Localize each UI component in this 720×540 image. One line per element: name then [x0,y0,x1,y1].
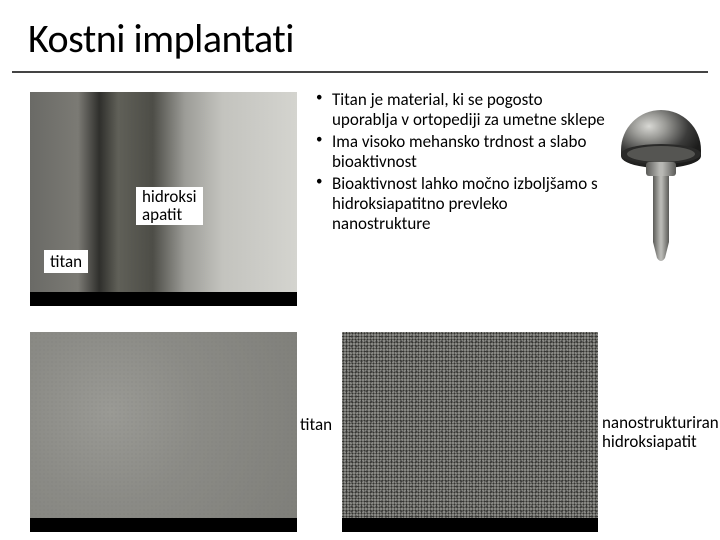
sem-top-label-hidroksiapatit: hidroksi apatit [136,187,203,225]
sem-br-footer: SEI 5.0kV ×10,000 1µm WD 5mm [348,523,592,531]
sem-bl-footer: SEI 5.0kV ×10,000 1µm WD 5mm [36,523,291,531]
sem-image-bottom-left: SEI 5.0kV ×10,000 1µm WD 5mm [30,332,297,532]
sem-footer-left: SEI 5.0kV ×10,000 [36,523,108,531]
bullet-list: Titan je material, ki se pogosto uporabl… [310,90,608,236]
sem-footer-left: SEI 5.0kV ×7,500 [36,297,103,305]
bullet-item: Titan je material, ki se pogosto uporabl… [310,90,608,130]
bullet-item: Bioaktivnost lahko močno izboljšamo s hi… [310,174,608,234]
hip-implant-image [610,98,712,268]
label-titan-between: titan [300,414,332,435]
bullet-item: Ima visoko mehansko trdnost a slabo bioa… [310,132,608,172]
slide: Kostni implantati SEI 5.0kV ×7,500 1µm W… [0,0,720,540]
sem-footer-right: 1µm WD 5mm [249,523,291,531]
label-nanostructured-ha: nanostrukturiran hidroksiapatit [602,414,719,451]
sem-top-label-titan: titan [44,250,88,273]
sem-image-top-footer: SEI 5.0kV ×7,500 1µm WD 5mm [36,297,291,305]
title-underline [12,71,708,73]
sem-footer-right: 1µm WD 5mm [249,297,291,305]
slide-title: Kostni implantati [0,0,720,71]
sem-image-bottom-right: SEI 5.0kV ×10,000 1µm WD 5mm [342,332,598,532]
content-area: SEI 5.0kV ×7,500 1µm WD 5mm titan hidrok… [0,80,720,540]
sem-footer-left: SEI 5.0kV ×10,000 [348,523,420,531]
sem-footer-right: 1µm WD 5mm [550,523,592,531]
